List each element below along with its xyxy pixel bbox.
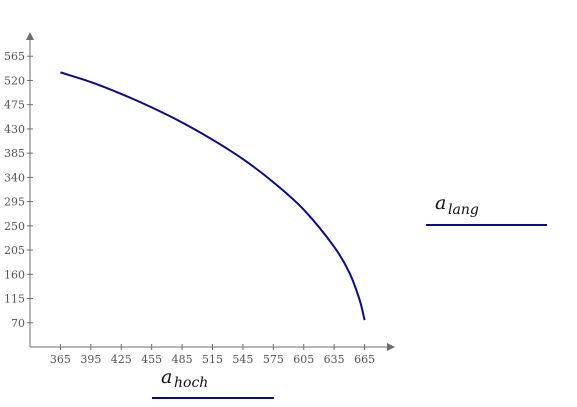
x-ticks: 365 395 425 455 485 515 545 575 605 635 665 <box>50 344 375 366</box>
x-tick-label: 425 <box>111 353 132 366</box>
x-axis-label-sub: hoch <box>174 375 208 391</box>
y-ticks: 70 115 160 205 250 295 340 385 430 475 520 565 <box>4 50 33 330</box>
x-tick-label: 575 <box>263 353 284 366</box>
x-tick-label: 665 <box>354 353 375 366</box>
y-tick-label: 295 <box>4 196 25 209</box>
x-tick-label: 605 <box>293 353 314 366</box>
y-tick-label: 205 <box>4 244 25 257</box>
x-axis-label-base: a <box>161 366 172 388</box>
y-tick-label: 475 <box>4 99 25 112</box>
series-line <box>60 71 366 321</box>
x-tick-label: 635 <box>324 353 345 366</box>
y-tick-label: 520 <box>4 74 25 87</box>
x-axis-arrow <box>387 343 395 351</box>
y-axis-label-base: a <box>435 192 446 214</box>
y-axis-label-sub: lang <box>448 202 479 218</box>
y-tick-label: 385 <box>4 147 25 160</box>
x-tick-label: 515 <box>202 353 223 366</box>
y-tick-label: 340 <box>4 171 25 184</box>
x-tick-label: 365 <box>50 353 71 366</box>
y-axis-arrow <box>26 32 34 40</box>
x-tick-label: 395 <box>80 353 101 366</box>
x-tick-label: 455 <box>141 353 162 366</box>
x-tick-label: 485 <box>172 353 193 366</box>
y-tick-label: 115 <box>4 293 25 306</box>
y-tick-label: 565 <box>4 50 25 63</box>
y-tick-label: 250 <box>4 220 25 233</box>
y-tick-label: 70 <box>11 317 25 330</box>
y-tick-label: 160 <box>4 268 25 281</box>
y-tick-label: 430 <box>4 123 25 136</box>
x-tick-label: 545 <box>232 353 253 366</box>
axes <box>26 32 395 351</box>
